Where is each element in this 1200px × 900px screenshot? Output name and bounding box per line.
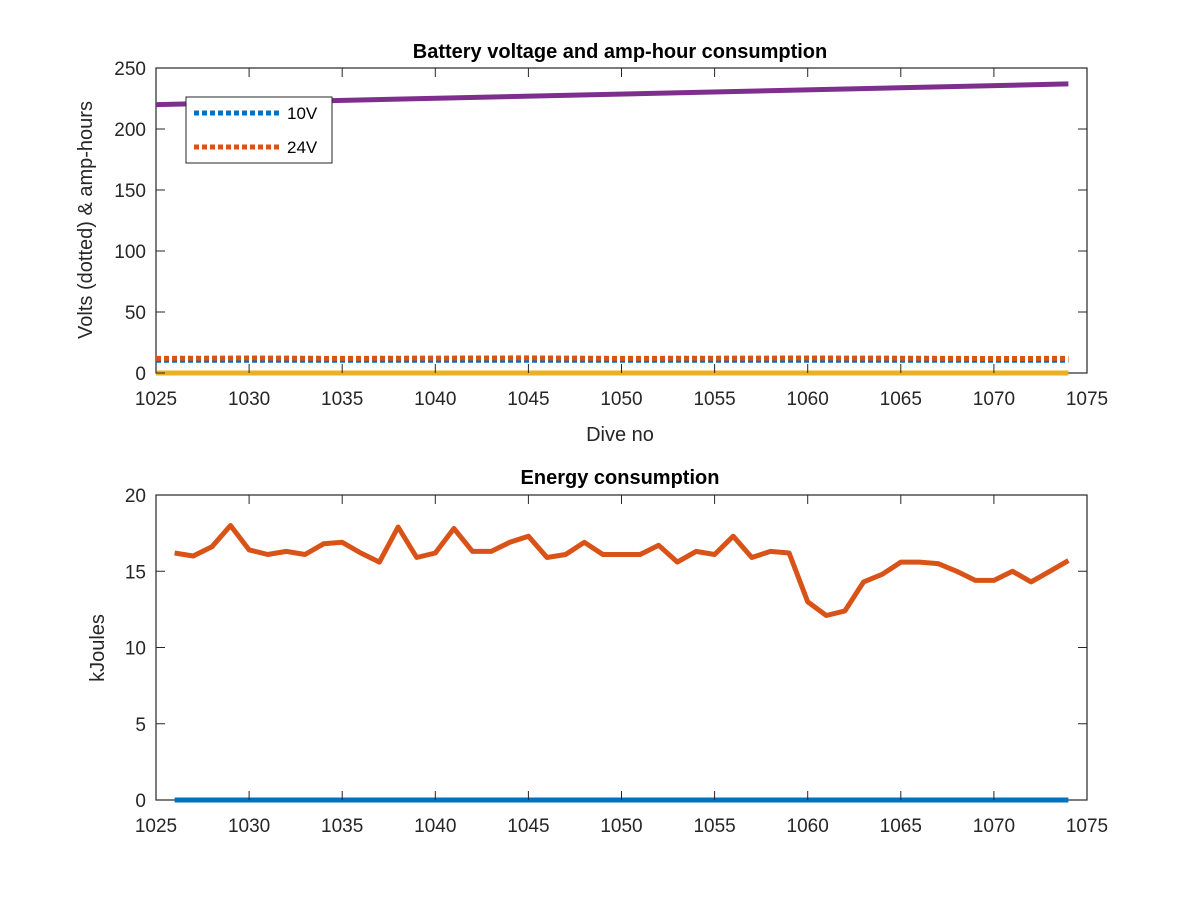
energy-xtick-label: 1060 (787, 816, 829, 837)
battery-chart-series (155, 81, 1069, 376)
battery-chart-ticks: 1025 1030 1035 1040 1045 1050 1055 1060 1065 1070… (135, 67, 1108, 410)
battery-xtick-label: 1025 (135, 389, 177, 410)
battery-ytick-label: 100 (114, 242, 146, 263)
energy-series-line-1 (174, 523, 1070, 618)
energy-chart-ticks: 1025 1030 1035 1040 1045 1050 1055 1060 1065 1070… (135, 494, 1108, 837)
battery-ytick-label: 200 (114, 120, 146, 141)
energy-ytick-label: 20 (125, 486, 146, 507)
battery-ytick-label: 0 (135, 364, 146, 385)
legend-label-24v: 24V (287, 138, 318, 157)
battery-xtick-label: 1075 (1066, 389, 1108, 410)
energy-xtick-label: 1055 (693, 816, 735, 837)
energy-ytick-label: 5 (135, 715, 146, 736)
battery-xtick-label: 1070 (973, 389, 1015, 410)
energy-ytick-label: 0 (135, 791, 146, 812)
battery-ytick-label: 150 (114, 181, 146, 202)
battery-chart-legend: 10V 24V (185, 96, 333, 164)
energy-ytick-label: 15 (125, 562, 146, 583)
battery-chart-title: Battery voltage and amp-hour consumption (413, 41, 827, 63)
battery-xtick-label: 1045 (507, 389, 549, 410)
battery-ytick-label: 250 (114, 59, 146, 80)
energy-chart: Energy consumption 1025 1030 1035 1040 1045 1… (87, 467, 1108, 837)
battery-series-line-1 (155, 355, 1069, 361)
legend-box (185, 96, 333, 164)
battery-chart-ylabel: Volts (dotted) & amp-hours (75, 101, 97, 339)
battery-xtick-label: 1055 (693, 389, 735, 410)
energy-xtick-label: 1045 (507, 816, 549, 837)
energy-xtick-label: 1025 (135, 816, 177, 837)
energy-xtick-label: 1035 (321, 816, 363, 837)
battery-xtick-label: 1065 (880, 389, 922, 410)
energy-xtick-label: 1040 (414, 816, 456, 837)
battery-xtick-label: 1040 (414, 389, 456, 410)
battery-xtick-label: 1050 (600, 389, 642, 410)
battery-ytick-label: 50 (125, 303, 146, 324)
energy-chart-ylabel: kJoules (87, 614, 109, 682)
energy-chart-axes-box (155, 494, 1088, 801)
energy-xtick-label: 1050 (600, 816, 642, 837)
battery-chart: Battery voltage and amp-hour consumption… (75, 41, 1108, 446)
battery-chart-xlabel: Dive no (586, 424, 654, 446)
energy-xtick-label: 1075 (1066, 816, 1108, 837)
energy-ytick-label: 10 (125, 639, 146, 660)
battery-xtick-label: 1035 (321, 389, 363, 410)
energy-xtick-label: 1065 (880, 816, 922, 837)
battery-xtick-label: 1030 (228, 389, 270, 410)
energy-xtick-label: 1030 (228, 816, 270, 837)
battery-xtick-label: 1060 (787, 389, 829, 410)
energy-xtick-label: 1070 (973, 816, 1015, 837)
energy-chart-title: Energy consumption (521, 467, 720, 489)
legend-label-10v: 10V (287, 104, 318, 123)
